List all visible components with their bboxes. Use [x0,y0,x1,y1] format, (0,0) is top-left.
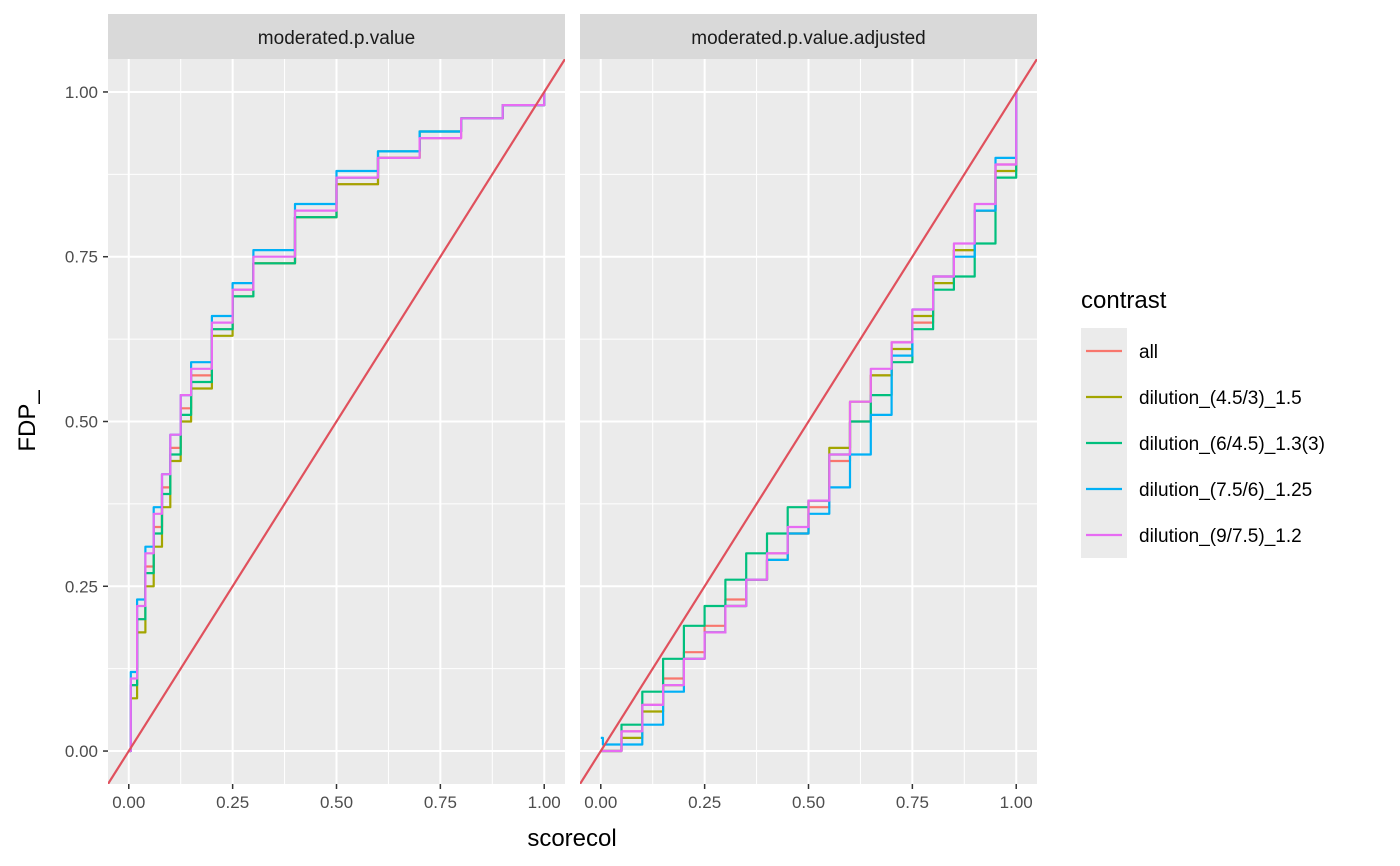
reference-diagonal-line [580,59,1037,784]
facet-strip-label: moderated.p.value.adjusted [691,28,926,49]
legend-title: contrast [1081,287,1167,314]
y-tick-label: 0.25 [65,577,98,596]
panel-2: moderated.p.value.adjusted 0.00 0.25 0.50 0.… [580,14,1037,812]
reference-diagonal-line [108,59,565,784]
x-axis-title: scorecol [527,825,616,852]
series-line-5 [600,92,1018,753]
facet-strip [580,14,1037,59]
y-tick-label: 1.00 [65,83,98,102]
legend-entry-label: dilution_(7.5/6)_1.25 [1139,480,1312,501]
y-tick-label: 0.75 [65,248,98,267]
series-group [128,92,546,753]
x-tick-label: 0.75 [896,793,929,812]
facet-strip [108,14,565,59]
facet-strip-label: moderated.p.value [258,28,415,49]
legend-entry-label: dilution_(4.5/3)_1.5 [1139,388,1302,409]
legend-entry-label: dilution_(6/4.5)_1.3(3) [1139,434,1325,455]
series-line-5 [128,92,546,753]
x-tick-label: 0.75 [424,793,457,812]
y-axis-title: FDP_ [14,390,41,452]
x-tick-label: 0.50 [320,793,353,812]
x-tick-label: 0.25 [688,793,721,812]
legend-entry-label: all [1139,342,1158,363]
panels: moderated.p.value 0.00 0.25 0.50 0.75 1.00 0.0… [65,14,1037,812]
x-tick-label: 1.00 [1000,793,1033,812]
legend: contrast all dilution_(4.5/3)_1.5 dilution_… [1081,287,1325,558]
y-tick-label: 0.50 [65,413,98,432]
x-tick-label: 0.00 [584,793,617,812]
x-tick-label: 0.25 [216,793,249,812]
legend-entry-label: dilution_(9/7.5)_1.2 [1139,526,1302,547]
panel-1: moderated.p.value 0.00 0.25 0.50 0.75 1.00 0.0… [65,14,565,812]
x-tick-label: 0.50 [792,793,825,812]
series-group [600,92,1018,753]
series-line-4 [128,92,546,753]
y-tick-label: 0.00 [65,742,98,761]
x-tick-label: 1.00 [528,793,561,812]
x-tick-label: 0.00 [112,793,145,812]
